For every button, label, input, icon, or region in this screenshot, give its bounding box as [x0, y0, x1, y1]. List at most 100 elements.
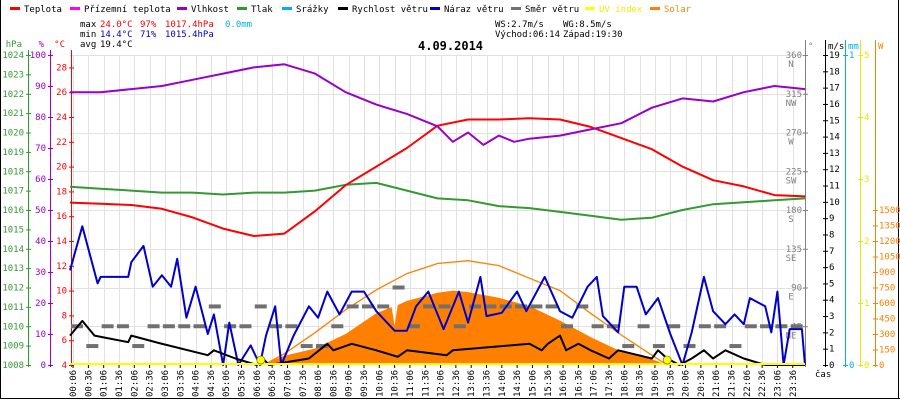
legend-swatch-0: [10, 7, 20, 10]
axis-compass-label: E: [788, 293, 793, 303]
series-wind-direction-mark: [760, 324, 773, 329]
x-axis-tick-label: 19:36: [666, 370, 676, 397]
axis-tick-label-wind: 6: [829, 263, 834, 273]
axis-compass-label: N: [788, 60, 793, 70]
axis-tick-label-wind: 16: [829, 100, 840, 110]
series-wind-direction-mark: [438, 304, 451, 309]
axis-tick-label-solar: 0: [879, 361, 884, 371]
axis-tick-label-solar: 450: [879, 315, 895, 325]
series-wind-direction-mark: [331, 324, 344, 329]
axis-tick-label-humidity: 80: [35, 113, 46, 123]
series-wind-direction-mark: [132, 344, 145, 349]
legend-swatch-6: [430, 7, 440, 10]
series-wind-direction-mark: [729, 344, 742, 349]
axis-tick-label-pressure: 1010: [2, 322, 24, 332]
series-wind-direction-mark: [545, 304, 558, 309]
legend-label-6: Náraz větru: [444, 5, 504, 15]
series-wind-direction-mark: [668, 324, 681, 329]
x-axis-tick-label: 16:36: [574, 370, 584, 397]
axis-tick-label-temperature: 18: [56, 187, 67, 197]
axis-tick-label-wind: 9: [829, 214, 834, 224]
axis-tick-label-uv: 0: [864, 361, 869, 371]
axis-title-wind: m/s: [828, 42, 844, 52]
chart-title: 4.09.2014: [418, 39, 483, 53]
axis-tick-label-temperature: 14: [56, 237, 67, 247]
series-wind-direction-mark: [407, 324, 420, 329]
legend-swatch-5: [338, 7, 348, 10]
stat-max-temp: 24.0°C: [100, 20, 133, 30]
axis-tick-label-uv: 3: [864, 175, 869, 185]
series-tlak: [69, 181, 806, 221]
axis-tick-label-wind: 10: [829, 198, 840, 208]
series-wind-direction-mark: [683, 344, 696, 349]
legend-swatch-7: [511, 7, 521, 10]
sunrise-marker: [256, 355, 266, 365]
axis-tick-label-wind: 8: [829, 230, 834, 240]
x-axis-tick-label: 02:06: [130, 370, 140, 397]
series-wind-direction-mark: [285, 324, 298, 329]
x-axis-tick-label: 17:36: [605, 370, 615, 397]
series-wind-direction-mark: [86, 344, 99, 349]
x-axis-tick-label: 21:36: [728, 370, 738, 397]
axis-tick-label-pressure: 1016: [2, 206, 24, 216]
x-axis-tick-label: 06:06: [253, 370, 263, 397]
axis-tick-label-humidity: 20: [35, 299, 46, 309]
series-wind-direction-mark: [744, 324, 757, 329]
axis-title-humidity: %: [39, 40, 45, 50]
series-wind-direction-mark: [270, 324, 283, 329]
series-n-raz-v-tru: [69, 225, 806, 366]
x-axis-tick-label: 08:06: [314, 370, 324, 397]
stat-min-humidity: 71%: [140, 30, 157, 40]
series-wind-direction-mark: [530, 304, 543, 309]
legend-label-1: Přízemní teplota: [84, 5, 171, 15]
x-axis-tick-label: 05:36: [238, 370, 248, 397]
stat-wind-speed: WS:2.7m/s: [495, 20, 544, 30]
series-wind-direction-mark: [652, 344, 665, 349]
x-axis-tick-label: 21:06: [712, 370, 722, 397]
stat-max-label: max: [80, 20, 97, 30]
axis-tick-label-wind: 14: [829, 133, 840, 143]
axis-tick-label-direction: 360: [786, 51, 802, 61]
legend-label-9: Solar: [664, 5, 692, 15]
axis-tick-label-humidity: 70: [35, 144, 46, 154]
legend-label-8: UV index: [599, 5, 643, 15]
series-wind-direction-mark: [377, 304, 390, 309]
axis-tick-label-temperature: 4: [62, 361, 67, 371]
x-axis-tick-label: 17:06: [590, 370, 600, 397]
legend-swatch-8: [585, 7, 595, 10]
axis-tick-label-pressure: 1009: [2, 342, 24, 352]
legend-label-3: Tlak: [251, 5, 273, 15]
axis-tick-label-solar: 1200: [879, 237, 900, 247]
x-axis-tick-label: 08:36: [329, 370, 339, 397]
x-axis-tick-label: 19:06: [651, 370, 661, 397]
series-wind-direction-mark: [561, 324, 573, 329]
axis-tick-label-temperature: 22: [56, 138, 67, 148]
axis-tick-label-wind: 2: [829, 328, 834, 338]
series-wind-direction-mark: [698, 324, 711, 329]
axis-compass-label: W: [788, 138, 794, 148]
series-wind-direction-mark: [622, 344, 635, 349]
series-wind-direction-mark: [116, 324, 129, 329]
axis-tick-label-humidity: 90: [35, 82, 46, 92]
axis-tick-label-temperature: 8: [62, 311, 67, 321]
x-axis-tick-label: 07:36: [299, 370, 309, 397]
axis-tick-label-pressure: 1024: [2, 51, 24, 61]
axis-title-direction: °: [808, 42, 813, 52]
axis-tick-label-pressure: 1021: [2, 109, 24, 119]
x-axis-tick-label: 20:36: [697, 370, 707, 397]
series-solar-max-line: [260, 260, 668, 366]
legend-label-2: Vlhkost: [191, 5, 229, 15]
series-vlhkost: [70, 63, 806, 146]
axis-tick-label-direction: 180: [786, 206, 802, 216]
x-axis-tick-label: 15:36: [544, 370, 554, 397]
axis-tick-label-humidity: 30: [35, 268, 46, 278]
axis-tick-label-wind: 12: [829, 165, 840, 175]
axis-tick-label-wind: 5: [829, 279, 834, 289]
x-axis-tick-label: 13:36: [483, 370, 493, 397]
axis-title-rain: mm: [848, 42, 859, 52]
axis-tick-label-pressure: 1008: [2, 361, 24, 371]
stat-avg-temp: 19.4°C: [100, 40, 133, 50]
x-axis-tick-label: 22:06: [743, 370, 753, 397]
